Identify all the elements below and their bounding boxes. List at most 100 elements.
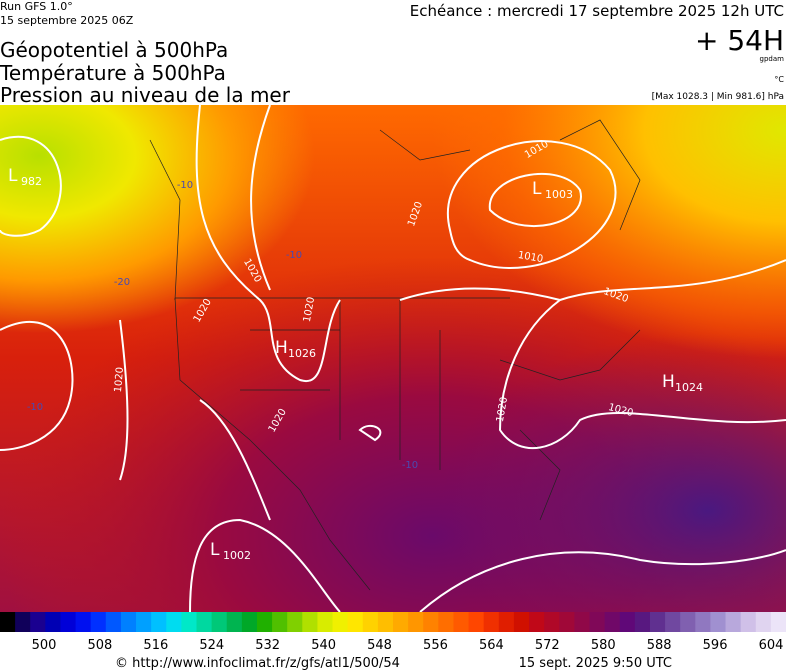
colorbar-label: 572	[535, 638, 560, 653]
colorbar-swatch	[438, 612, 454, 632]
colorbar-swatch	[680, 612, 696, 632]
colorbar-swatch	[408, 612, 424, 632]
colorbar-label: 596	[703, 638, 728, 653]
colorbar-swatch	[498, 612, 515, 632]
isobar-label: 1010	[517, 250, 544, 265]
unit: °C	[774, 75, 784, 84]
colorbar-swatch	[272, 612, 288, 632]
colorbar-swatch	[634, 612, 651, 632]
center-value: 1003	[545, 188, 573, 201]
colorbar-swatch	[362, 612, 379, 632]
colorbar-label: 540	[311, 638, 336, 653]
colorbar-swatch	[559, 612, 575, 632]
colorbar-swatch	[619, 612, 636, 632]
generated: 15 sept. 2025 9:50 UTC	[519, 656, 672, 671]
colorbar-swatch	[166, 612, 182, 632]
colorbar-swatch	[45, 612, 61, 632]
center-value: 1024	[675, 381, 703, 394]
colorbar-label: 524	[199, 638, 224, 653]
field-title: Géopotentiel à 500hPa	[0, 38, 228, 62]
colorbar-swatch	[241, 612, 258, 632]
colorbar-swatch	[695, 612, 711, 632]
field-title: Pression au niveau de la mer	[0, 83, 291, 107]
colorbar-label: 548	[367, 638, 392, 653]
colorbar-swatch	[665, 612, 681, 632]
colorbar-swatch	[483, 612, 500, 632]
colorbar-swatch	[453, 612, 470, 632]
colorbar-swatch	[181, 612, 197, 632]
colorbar-swatch	[710, 612, 727, 632]
colorbar-swatch	[423, 612, 439, 632]
colorbar-swatch	[136, 612, 152, 632]
colorbar-swatch	[15, 612, 31, 632]
colorbar-swatch	[90, 612, 107, 632]
colorbar-swatch	[211, 612, 228, 632]
center-value: 1002	[223, 549, 251, 562]
colorbar-label: 556	[423, 638, 448, 653]
colorbar-swatch	[529, 612, 545, 632]
run-label: Run GFS 1.0°	[0, 0, 73, 13]
colorbar-swatch	[226, 612, 243, 632]
colorbar-swatch	[755, 612, 772, 632]
center-letter: H	[662, 372, 675, 392]
center-letter: H	[275, 338, 288, 358]
map	[0, 105, 786, 612]
colorbar-swatch	[589, 612, 606, 632]
pressure-range: [Max 1028.3 | Min 981.6] hPa	[652, 92, 784, 102]
colorbar-label: 500	[32, 638, 57, 653]
isobar-label: 1020	[302, 296, 317, 323]
colorbar-swatch	[377, 612, 394, 632]
colorbar-swatch	[649, 612, 666, 632]
run-date: 15 septembre 2025 06Z	[0, 14, 134, 27]
colorbar-swatch	[740, 612, 757, 632]
colorbar-label: 532	[255, 638, 280, 653]
unit: gpdam	[760, 55, 785, 63]
temperature-label: -10	[177, 180, 193, 191]
lead-time: + 54H	[695, 24, 784, 57]
colorbar-label: 604	[759, 638, 784, 653]
temperature-label: -20	[114, 277, 130, 288]
colorbar-swatch	[544, 612, 560, 632]
colorbar-swatch	[60, 612, 77, 632]
temperature-label: -10	[27, 402, 43, 413]
colorbar-swatch	[770, 612, 786, 632]
colorbar-label: 564	[479, 638, 504, 653]
colorbar-swatch	[151, 612, 167, 632]
isobar-label: 1020	[495, 396, 510, 423]
colorbar-swatch	[75, 612, 92, 632]
colorbar-label: 580	[591, 638, 616, 653]
colorbar-swatch	[120, 612, 137, 632]
colorbar-label: 516	[143, 638, 168, 653]
temperature-label: -10	[402, 460, 418, 471]
colorbar-swatch	[604, 612, 621, 632]
colorbar-swatch	[574, 612, 590, 632]
colorbar-swatch	[332, 612, 349, 632]
colorbar-swatch	[302, 612, 318, 632]
source: © http://www.infoclimat.fr/z/gfs/atl1/50…	[115, 656, 400, 671]
colorbar-label: 508	[88, 638, 113, 653]
center-value: 1026	[288, 347, 316, 360]
temperature-label: -10	[286, 250, 302, 261]
center-letter: L	[210, 540, 220, 560]
colorbar-swatch	[468, 612, 485, 632]
colorbar-label: 588	[647, 638, 672, 653]
colorbar-swatch	[393, 612, 409, 632]
colorbar-swatch	[256, 612, 273, 632]
field-title: Température à 500hPa	[0, 61, 226, 85]
colorbar-swatch	[347, 612, 364, 632]
colorbar-swatch	[317, 612, 334, 632]
colorbar: 500 508 516 524 532 540 548 556 564 572 580 588 596 6…	[0, 612, 786, 653]
isobar-label: 1020	[113, 367, 126, 393]
colorbar-swatch	[725, 612, 742, 632]
center-value: 982	[21, 175, 42, 188]
colorbar-swatch	[196, 612, 213, 632]
colorbar-swatch	[513, 612, 530, 632]
center-letter: L	[8, 166, 18, 186]
center-letter: L	[532, 179, 542, 199]
colorbar-swatch	[287, 612, 303, 632]
colorbar-swatch	[0, 612, 16, 632]
colorbar-swatch	[105, 612, 122, 632]
valid-time: Echéance : mercredi 17 septembre 2025 12…	[410, 2, 784, 20]
